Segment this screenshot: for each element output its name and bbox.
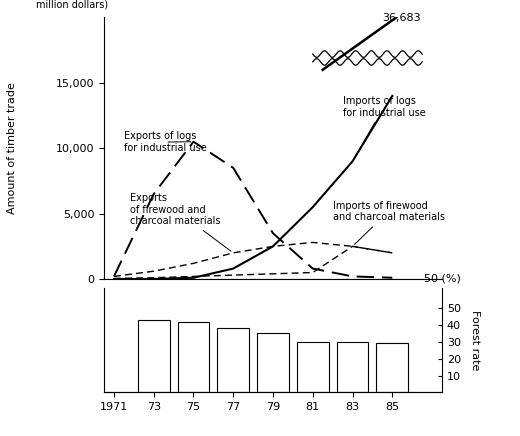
Bar <box>376 344 408 392</box>
Y-axis label: Amount of timber trade: Amount of timber trade <box>7 82 17 214</box>
Bar <box>297 342 329 392</box>
Y-axis label: Forest rate: Forest rate <box>471 310 480 370</box>
Text: Imports of logs
for industrial use: Imports of logs for industrial use <box>343 96 425 159</box>
Text: Exports of logs
for industrial use: Exports of logs for industrial use <box>124 131 206 153</box>
Text: Imports of firewood
and charcoal materials: Imports of firewood and charcoal materia… <box>333 201 445 245</box>
Bar <box>336 342 369 392</box>
Bar <box>138 320 170 392</box>
Text: Exports
of firewood and
charcoal materials: Exports of firewood and charcoal materia… <box>130 193 231 251</box>
Text: 36,683: 36,683 <box>382 13 421 23</box>
Text: (In hundred
million dollars): (In hundred million dollars) <box>36 0 109 10</box>
Bar <box>217 328 249 392</box>
Bar <box>177 321 210 392</box>
Text: 50 (%): 50 (%) <box>424 273 460 283</box>
Bar <box>257 334 289 392</box>
